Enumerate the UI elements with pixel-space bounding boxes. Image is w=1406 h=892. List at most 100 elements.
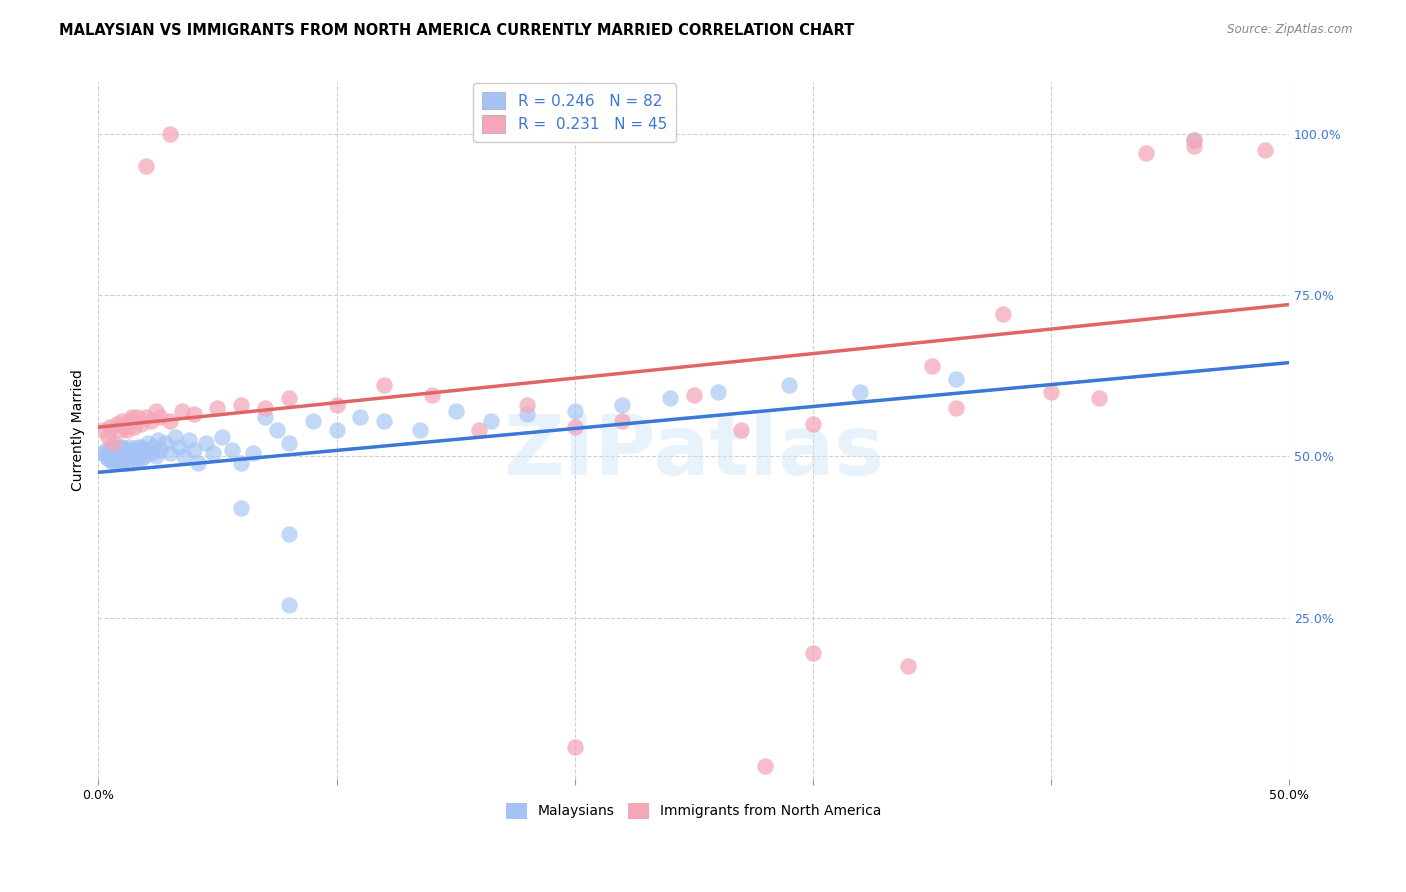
Point [125, 452, 148, 467]
Point [658, 391, 681, 405]
Point [111, 449, 134, 463]
Point [183, 407, 205, 421]
Point [254, 410, 277, 425]
Point [118, 414, 141, 428]
Point [139, 446, 162, 460]
Point [754, 759, 776, 773]
Point [266, 424, 288, 438]
Point [1182, 139, 1205, 153]
Point [897, 659, 920, 673]
Point [135, 410, 157, 425]
Y-axis label: Currently Married: Currently Married [72, 369, 86, 491]
Point [1182, 133, 1205, 147]
Text: ZIPatlas: ZIPatlas [503, 411, 884, 491]
Point [98, 442, 121, 457]
Point [169, 440, 191, 454]
Point [159, 446, 181, 460]
Point [682, 388, 704, 402]
Point [129, 452, 152, 467]
Point [107, 442, 129, 457]
Point [101, 436, 124, 450]
Text: Source: ZipAtlas.com: Source: ZipAtlas.com [1227, 23, 1353, 37]
Point [98, 452, 121, 467]
Point [125, 440, 148, 454]
Point [207, 401, 229, 415]
Point [516, 407, 538, 421]
Point [139, 414, 162, 428]
Point [153, 436, 176, 450]
Point [128, 449, 150, 463]
Point [108, 452, 131, 467]
Point [129, 417, 152, 431]
Point [97, 430, 120, 444]
Point [159, 127, 181, 141]
Point [101, 442, 124, 457]
Point [409, 424, 432, 438]
Point [849, 384, 872, 399]
Point [94, 442, 117, 457]
Point [187, 456, 209, 470]
Point [146, 433, 169, 447]
Point [104, 452, 127, 467]
Point [114, 420, 136, 434]
Point [121, 456, 143, 470]
Point [194, 436, 217, 450]
Point [118, 446, 141, 460]
Point [242, 446, 264, 460]
Point [135, 442, 157, 457]
Point [149, 442, 172, 457]
Point [1182, 133, 1205, 147]
Point [115, 456, 138, 470]
Point [301, 414, 323, 428]
Point [163, 430, 186, 444]
Point [325, 398, 347, 412]
Point [122, 442, 145, 457]
Point [254, 401, 277, 415]
Point [108, 446, 131, 460]
Point [231, 456, 253, 470]
Point [128, 442, 150, 457]
Point [101, 449, 124, 463]
Point [91, 424, 114, 438]
Point [122, 449, 145, 463]
Point [420, 388, 443, 402]
Point [801, 646, 824, 660]
Point [221, 442, 243, 457]
Point [211, 430, 233, 444]
Point [993, 307, 1015, 321]
Point [129, 440, 152, 454]
Point [145, 449, 167, 463]
Point [108, 424, 131, 438]
Point [945, 372, 967, 386]
Point [730, 424, 752, 438]
Point [325, 424, 347, 438]
Point [97, 452, 120, 467]
Point [149, 410, 172, 425]
Point [278, 436, 301, 450]
Legend: Malaysians, Immigrants from North America: Malaysians, Immigrants from North Americ… [501, 797, 887, 824]
Point [111, 440, 134, 454]
Point [125, 410, 148, 425]
Point [101, 456, 124, 470]
Point [778, 378, 800, 392]
Point [107, 456, 129, 470]
Point [373, 378, 395, 392]
Point [94, 449, 117, 463]
Point [98, 420, 121, 434]
Point [118, 440, 141, 454]
Point [278, 598, 301, 612]
Point [145, 404, 167, 418]
Point [122, 420, 145, 434]
Point [612, 398, 634, 412]
Point [444, 404, 467, 418]
Point [138, 436, 160, 450]
Point [516, 398, 538, 412]
Point [135, 159, 157, 173]
Point [170, 404, 193, 418]
Point [159, 414, 181, 428]
Point [231, 398, 253, 412]
Point [921, 359, 943, 373]
Point [177, 433, 200, 447]
Point [132, 449, 155, 463]
Point [115, 424, 138, 438]
